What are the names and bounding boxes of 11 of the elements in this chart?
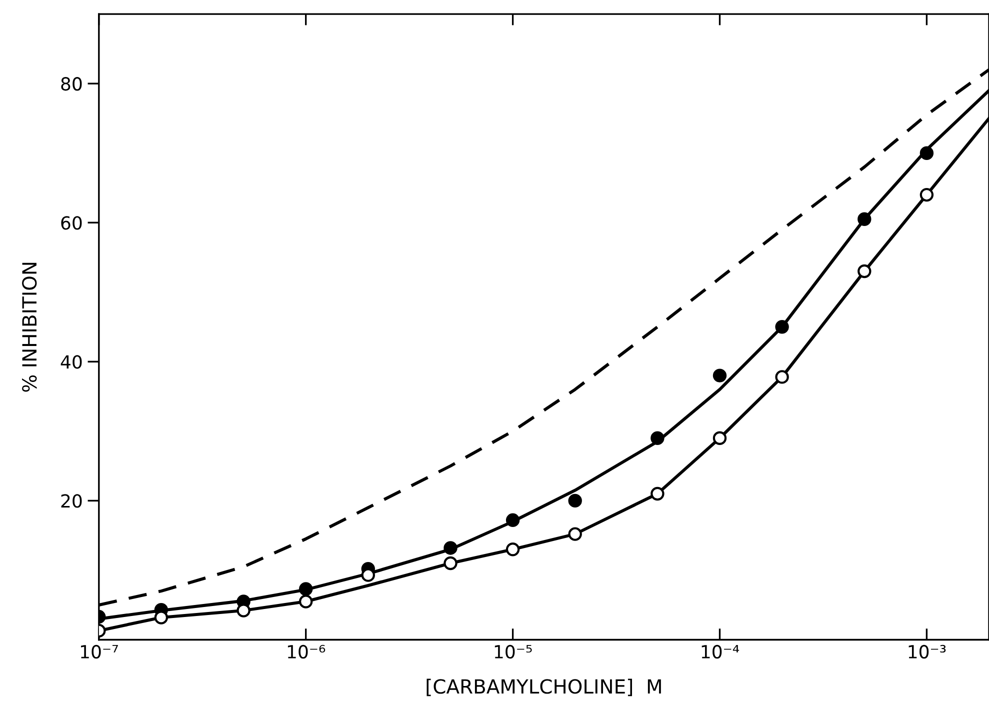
x-tick-label: 10⁻³ [908,644,946,659]
y-tick-label: 80 [61,77,82,91]
x-tick-label: 10⁻⁶ [288,644,326,659]
x-tick-label: 10⁻⁴ [702,644,740,659]
y-tick-label: 20 [61,494,82,508]
x-tick-label: 10⁻⁵ [494,644,532,659]
y-tick-label: 60 [61,216,82,230]
x-axis-title: [CARBAMYLCHOLINE] M [426,678,661,696]
x-tick-label: 10⁻⁷ [81,644,118,659]
y-tick-label: 40 [60,355,82,369]
y-axis-title: % INHIBITION [22,262,37,392]
